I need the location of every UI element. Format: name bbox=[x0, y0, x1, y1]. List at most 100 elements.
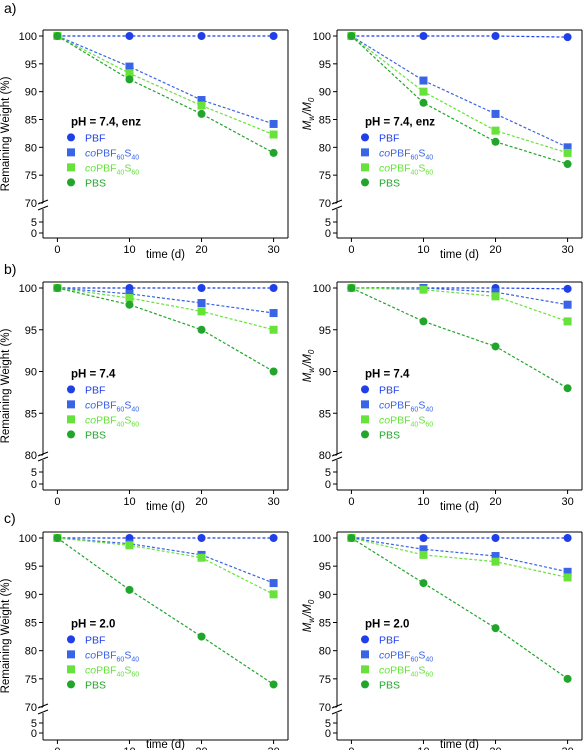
data-point-PBS bbox=[419, 98, 428, 107]
legend-item: PBS bbox=[67, 679, 106, 691]
y-axis-label: Remaining Weight (%) bbox=[0, 578, 12, 693]
y-axis-label: Remaining Weight (%) bbox=[0, 76, 12, 191]
x-tick-label: 0 bbox=[348, 496, 354, 508]
legend-marker bbox=[67, 680, 75, 689]
legend-item: coPBF60S40 bbox=[361, 399, 433, 413]
series-line-coPBF40S60 bbox=[351, 537, 568, 579]
legend-label: coPBF60S40 bbox=[379, 399, 433, 413]
legend-marker bbox=[361, 148, 369, 157]
y-tick-label: 70 bbox=[319, 198, 331, 210]
series-line-PBS bbox=[351, 35, 568, 165]
legend-label: PBF bbox=[379, 384, 399, 396]
legend-item: coPBF60S40 bbox=[67, 649, 139, 663]
legend-item: coPBF40S60 bbox=[361, 664, 433, 678]
condition-label: pH = 7.4 bbox=[365, 368, 410, 380]
series-line-PBF bbox=[351, 35, 568, 38]
data-point-coPBF60S40 bbox=[197, 96, 206, 105]
legend-label: coPBF40S60 bbox=[379, 664, 433, 678]
series-line-coPBF40S60 bbox=[351, 287, 568, 322]
legend-label: PBF bbox=[85, 132, 105, 144]
data-point-coPBF40S60 bbox=[269, 590, 278, 599]
legend-item: coPBF40S60 bbox=[67, 414, 139, 428]
x-axis-label: time (d) bbox=[440, 249, 479, 261]
legend-label: PBS bbox=[379, 429, 400, 441]
y-tick-label: 75 bbox=[25, 674, 37, 686]
data-point-coPBF40S60 bbox=[419, 87, 428, 96]
y-tick-label: 5 bbox=[325, 217, 331, 229]
legend-item: PBS bbox=[361, 679, 400, 691]
data-point-coPBF60S40 bbox=[269, 309, 278, 318]
x-tick-label: 10 bbox=[417, 244, 429, 256]
y-tick-label: 80 bbox=[25, 142, 37, 154]
data-point-PBS bbox=[347, 32, 356, 40]
legend-item: PBS bbox=[67, 429, 106, 441]
y-axis-label: Mw/M0 bbox=[302, 349, 316, 382]
y-tick-label: 85 bbox=[319, 408, 331, 420]
data-point-coPBF60S40 bbox=[125, 62, 134, 71]
legend-marker bbox=[67, 178, 75, 187]
data-point-coPBF60S40 bbox=[563, 300, 572, 309]
data-point-PBS bbox=[269, 680, 278, 689]
data-point-coPBF60S40 bbox=[419, 76, 428, 85]
y-tick-label: 90 bbox=[319, 87, 331, 99]
x-tick-label: 30 bbox=[561, 746, 573, 750]
axis-break-mark bbox=[331, 205, 343, 211]
x-tick-label: 30 bbox=[267, 746, 279, 750]
y-tick-label: 0 bbox=[31, 479, 37, 491]
series-line-coPBF60S40 bbox=[351, 35, 568, 148]
y-tick-label: 90 bbox=[25, 589, 37, 601]
data-point-PBF bbox=[269, 32, 278, 40]
legend-label: coPBF60S40 bbox=[379, 147, 433, 161]
condition-label: pH = 2.0 bbox=[71, 618, 115, 630]
series-line-coPBF60S40 bbox=[351, 537, 568, 573]
y-tick-label: 100 bbox=[313, 283, 331, 295]
data-point-coPBF40S60 bbox=[125, 69, 134, 78]
legend-label: PBS bbox=[85, 679, 106, 691]
x-tick-label: 0 bbox=[54, 496, 60, 508]
legend-label: PBS bbox=[379, 177, 400, 189]
x-tick-label: 0 bbox=[54, 746, 60, 750]
y-tick-label: 100 bbox=[313, 31, 331, 43]
legend-item: PBF bbox=[67, 132, 105, 144]
y-tick-label: 75 bbox=[319, 170, 331, 182]
x-tick-label: 10 bbox=[123, 244, 135, 256]
data-point-PBF bbox=[563, 284, 572, 293]
data-point-PBF bbox=[419, 534, 428, 542]
y-tick-label: 0 bbox=[325, 479, 331, 491]
data-point-coPBF60S40 bbox=[491, 552, 500, 561]
legend-label: PBF bbox=[85, 384, 105, 396]
y-tick-label: 0 bbox=[31, 728, 37, 740]
x-tick-label: 0 bbox=[54, 244, 60, 256]
data-point-PBS bbox=[269, 148, 278, 157]
data-point-PBS bbox=[125, 300, 134, 309]
legend-label: PBF bbox=[379, 634, 399, 646]
data-point-coPBF40S60 bbox=[563, 148, 572, 157]
data-point-coPBF60S40 bbox=[563, 143, 572, 152]
data-point-PBS bbox=[53, 534, 62, 542]
y-tick-label: 100 bbox=[19, 283, 37, 295]
series-line-coPBF60S40 bbox=[57, 537, 274, 584]
data-point-coPBF40S60 bbox=[125, 294, 134, 303]
legend-marker bbox=[361, 133, 369, 142]
x-tick-label: 0 bbox=[348, 746, 354, 750]
data-point-coPBF40S60 bbox=[563, 317, 572, 326]
legend-marker bbox=[361, 385, 369, 394]
axis-break-mark bbox=[37, 205, 49, 211]
legend-label: coPBF40S60 bbox=[85, 664, 139, 678]
legend-marker bbox=[361, 430, 369, 439]
data-point-PBF bbox=[197, 534, 206, 542]
data-point-PBF bbox=[419, 32, 428, 40]
data-point-coPBF40S60 bbox=[419, 285, 428, 294]
data-point-PBS bbox=[269, 367, 278, 376]
legend-marker bbox=[67, 400, 75, 409]
data-point-PBF bbox=[197, 284, 206, 292]
legend-marker bbox=[67, 148, 75, 157]
data-point-coPBF60S40 bbox=[491, 288, 500, 297]
legend-marker bbox=[67, 650, 75, 659]
y-tick-label: 0 bbox=[31, 228, 37, 240]
data-point-PBF bbox=[269, 534, 278, 542]
